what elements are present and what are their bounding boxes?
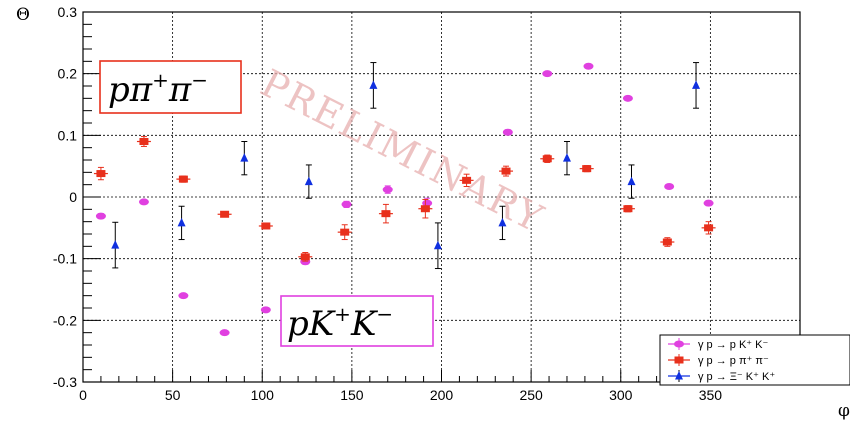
data-point-1-7 bbox=[381, 210, 391, 218]
annotation-text-2a: pK bbox=[287, 304, 337, 344]
y-tick-label-5: 0.2 bbox=[58, 66, 78, 82]
data-point-1-9 bbox=[462, 176, 472, 184]
data-point-2-7 bbox=[562, 153, 571, 162]
data-point-1-12 bbox=[582, 165, 592, 173]
data-point-0-13 bbox=[664, 183, 675, 191]
annotation-sup-2b: − bbox=[376, 302, 393, 326]
data-point-2-4 bbox=[369, 80, 378, 89]
annotation-text-2b: K bbox=[350, 304, 379, 344]
data-point-1-8 bbox=[420, 205, 430, 213]
legend-box bbox=[659, 334, 850, 386]
data-point-0-12 bbox=[622, 94, 633, 102]
data-point-0-3 bbox=[219, 329, 230, 337]
annotation-sup-1b: − bbox=[191, 68, 208, 92]
data-point-1-3 bbox=[220, 210, 230, 218]
legend-marker-2 bbox=[675, 371, 683, 380]
data-point-2-2 bbox=[240, 153, 249, 162]
x-tick-label-4: 200 bbox=[430, 387, 454, 403]
annotation-box-p-k-k bbox=[280, 295, 434, 347]
annotation-label-p-pi-pi: pπ+π− bbox=[108, 68, 208, 110]
data-series bbox=[93, 62, 716, 337]
y-tick-label-4: 0.1 bbox=[58, 127, 78, 143]
x-axis-title: φ bbox=[838, 401, 850, 421]
y-tick-label-1: -0.2 bbox=[53, 312, 77, 328]
data-point-2-6 bbox=[498, 217, 507, 227]
data-point-0-9 bbox=[502, 128, 513, 136]
data-point-1-13 bbox=[623, 205, 633, 213]
x-tick-label-5: 250 bbox=[519, 387, 543, 403]
data-point-0-11 bbox=[583, 62, 594, 70]
x-tick-label-3: 150 bbox=[340, 387, 364, 403]
axis-ticks: 0 50 100 150 200 250 300 350 -0.3 -0.2 -0.1 0 0.1 0.2… bbox=[53, 4, 783, 403]
annotation-box-p-pi-pi bbox=[99, 60, 242, 114]
data-point-0-14 bbox=[703, 199, 714, 207]
data-point-2-0 bbox=[111, 240, 120, 249]
legend-marker-1 bbox=[674, 356, 684, 364]
legend: γ p → p K⁺ K⁻ γ p → p π⁺ π⁻ γ p → Ξ⁻ K⁺ K⁺ bbox=[659, 334, 850, 386]
data-point-1-11 bbox=[542, 155, 552, 163]
data-point-1-14 bbox=[662, 238, 672, 246]
series-2 bbox=[111, 62, 701, 270]
data-point-2-9 bbox=[692, 80, 701, 89]
legend-label-1: γ p → p π⁺ π⁻ bbox=[698, 355, 769, 367]
y-tick-label-6: 0.3 bbox=[58, 4, 78, 20]
data-point-0-1 bbox=[138, 198, 149, 206]
data-point-1-5 bbox=[300, 253, 310, 261]
data-point-2-5 bbox=[433, 240, 442, 250]
x-tick-label-2: 100 bbox=[251, 387, 275, 403]
data-point-0-2 bbox=[178, 292, 189, 300]
x-tick-label-7: 350 bbox=[699, 387, 723, 403]
data-point-1-6 bbox=[340, 228, 350, 236]
data-point-0-6 bbox=[341, 200, 352, 208]
annotation-p-pi-pi: pπ+π− bbox=[99, 60, 242, 114]
data-point-1-15 bbox=[704, 224, 714, 232]
data-point-0-7 bbox=[382, 186, 393, 194]
legend-marker-0 bbox=[674, 340, 684, 348]
x-tick-label-1: 50 bbox=[165, 387, 181, 403]
annotation-p-k-k: pK+K− bbox=[280, 295, 434, 347]
annotation-text-1a: pπ bbox=[108, 70, 153, 110]
grid-lines bbox=[83, 12, 800, 382]
data-point-1-4 bbox=[261, 222, 271, 230]
series-1 bbox=[93, 136, 716, 262]
data-point-2-1 bbox=[177, 217, 186, 227]
data-point-0-0 bbox=[95, 212, 106, 220]
data-point-0-4 bbox=[260, 306, 271, 314]
data-point-1-0 bbox=[96, 170, 106, 178]
data-point-1-2 bbox=[178, 175, 188, 183]
x-tick-label-6: 300 bbox=[609, 387, 633, 403]
data-point-1-10 bbox=[501, 167, 511, 175]
data-point-0-8 bbox=[422, 199, 433, 207]
data-point-0-10 bbox=[542, 70, 553, 78]
y-tick-label-2: -0.1 bbox=[53, 251, 77, 267]
annotation-text-1b: π bbox=[168, 70, 192, 110]
data-point-1-1 bbox=[139, 138, 149, 145]
y-tick-label-0: -0.3 bbox=[53, 374, 77, 390]
x-tick-label-0: 0 bbox=[79, 387, 87, 403]
y-tick-label-3: 0 bbox=[69, 189, 77, 205]
legend-label-2: γ p → Ξ⁻ K⁺ K⁺ bbox=[698, 371, 775, 383]
annotation-sup-2a: + bbox=[334, 302, 351, 326]
legend-label-0: γ p → p K⁺ K⁻ bbox=[698, 339, 768, 351]
series-0 bbox=[95, 62, 714, 337]
annotation-label-p-k-k: pK+K− bbox=[287, 302, 393, 344]
annotation-sup-1a: + bbox=[152, 68, 169, 92]
data-point-2-8 bbox=[627, 176, 636, 186]
legend-entries: γ p → p K⁺ K⁻ γ p → p π⁺ π⁻ γ p → Ξ⁻ K⁺ K⁺ bbox=[668, 338, 775, 383]
plot-frame bbox=[82, 11, 801, 383]
data-point-2-3 bbox=[304, 176, 313, 186]
y-axis-title: Θ bbox=[16, 5, 30, 25]
